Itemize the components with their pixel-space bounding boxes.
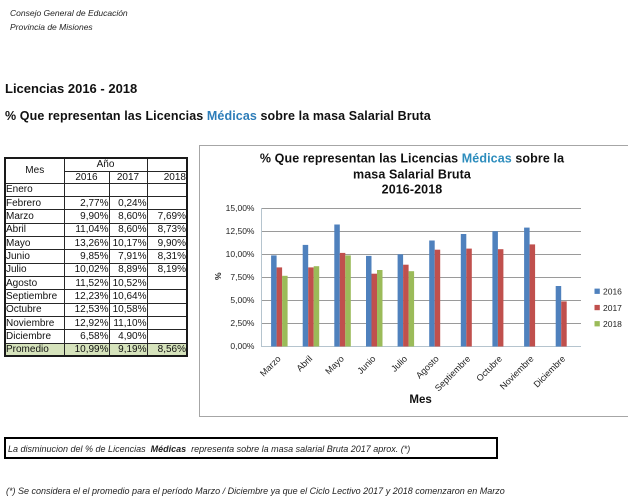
- svg-text:10,00%: 10,00%: [226, 249, 255, 259]
- svg-text:12,50%: 12,50%: [226, 226, 255, 236]
- svg-text:%: %: [213, 272, 223, 280]
- svg-text:5,00%: 5,00%: [230, 295, 255, 305]
- svg-text:Mes: Mes: [409, 394, 431, 406]
- svg-text:2016-2018: 2016-2018: [382, 183, 443, 197]
- svg-text:2,50%: 2,50%: [230, 318, 255, 328]
- svg-text:masa Salarial Bruta: masa Salarial Bruta: [353, 168, 472, 182]
- svg-text:7,50%: 7,50%: [230, 272, 255, 282]
- svg-text:% Que representan las Licencia: % Que representan las Licencias Médicas …: [260, 151, 565, 165]
- svg-text:15,00%: 15,00%: [226, 203, 255, 213]
- svg-text:2017: 2017: [603, 303, 622, 313]
- svg-text:2018: 2018: [603, 319, 622, 329]
- svg-text:2016: 2016: [603, 287, 622, 297]
- svg-text:0,00%: 0,00%: [230, 341, 255, 351]
